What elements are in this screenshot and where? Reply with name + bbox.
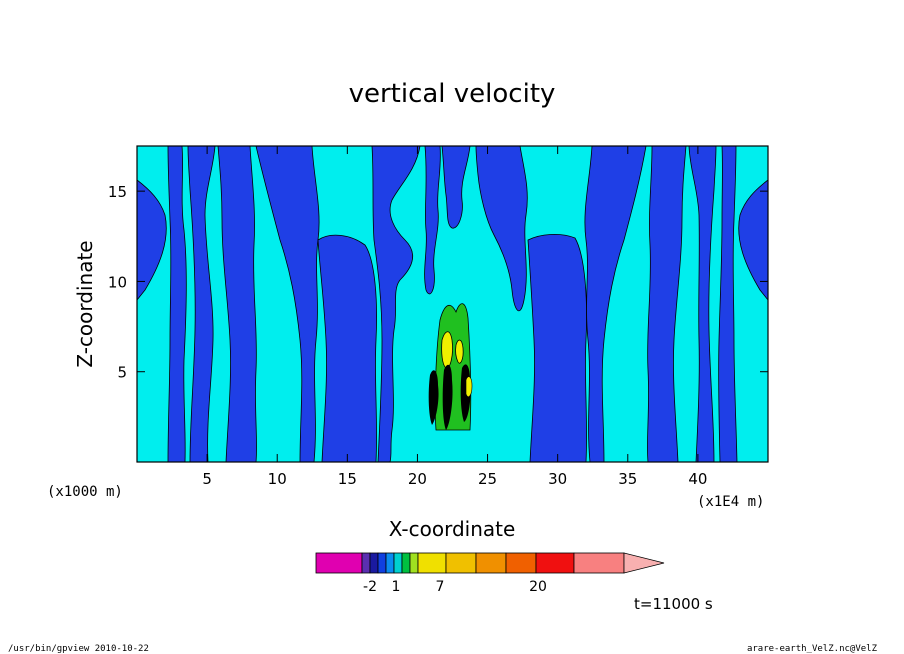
y-tick-label: 10: [108, 273, 127, 291]
x-axis-label: X-coordinate: [389, 517, 516, 541]
colorbar-cell: [401, 552, 411, 574]
colorbar-tick-label: 20: [529, 579, 547, 595]
x-tick-label: 35: [618, 470, 637, 488]
contour-negative: [475, 146, 528, 312]
colorbar-cell: [369, 552, 379, 574]
colorbar-cell: [377, 552, 387, 574]
contour-negative: [137, 179, 167, 301]
contour-negative: [584, 146, 647, 462]
colorbar-tick-label: 1: [392, 579, 401, 595]
contour-negative: [217, 146, 257, 462]
contour-positive-strong: [465, 376, 473, 398]
colorbar: [315, 552, 665, 574]
colorbar-cell: [393, 552, 403, 574]
colorbar-cell: [505, 552, 537, 574]
contour-negative: [688, 146, 717, 462]
y-axis-unit: (x1000 m): [47, 484, 123, 500]
time-label: t=11000 s: [634, 595, 713, 613]
contour-positive-extreme: [442, 364, 453, 430]
footer-right-text: arare-earth_VelZ.nc@VelZ: [747, 644, 878, 654]
contour-negative: [317, 234, 377, 462]
colorbar-cell: [475, 552, 507, 574]
contour-positive-strong: [441, 331, 453, 369]
colorbar-tick-label: 7: [436, 579, 445, 595]
x-tick-label: 10: [268, 470, 287, 488]
colorbar-cell: [385, 552, 395, 574]
colorbar-extend-arrow: [623, 552, 665, 574]
contour-negative: [527, 234, 587, 462]
plot-frame: [136, 145, 769, 463]
x-axis-unit: (x1E4 m): [697, 494, 764, 510]
colorbar-cell: [361, 552, 371, 574]
contour-negative: [441, 146, 471, 229]
contour-negative: [424, 146, 441, 295]
contour-negative: [647, 146, 687, 462]
contour-negative: [718, 146, 738, 462]
colorbar-cell: [417, 552, 447, 574]
contour-negative: [371, 146, 421, 462]
x-tick-label: 20: [408, 470, 427, 488]
contour-positive-extreme: [428, 370, 439, 425]
footer-left-text: /usr/bin/gpview 2010-10-22: [8, 644, 149, 654]
y-tick-label: 15: [108, 183, 127, 201]
contour-negative: [738, 179, 768, 301]
colorbar-cell: [573, 552, 625, 574]
colorbar-labels: -2 1 7 20: [363, 579, 547, 595]
y-tick-label: 5: [117, 364, 127, 382]
y-axis-label: Z-coordinate: [73, 240, 97, 367]
colorbar-tick-label: -2: [363, 579, 377, 595]
contour-field: [137, 146, 768, 462]
x-tick-label: 15: [338, 470, 357, 488]
colorbar-cell: [315, 552, 363, 574]
chart-title: vertical velocity: [349, 79, 556, 109]
x-tick-label: 30: [548, 470, 567, 488]
colorbar-cell: [445, 552, 477, 574]
axis-ticks: 5 10 15 20 25 30 35 40 5 10 15: [108, 146, 768, 488]
colorbar-cell: [535, 552, 575, 574]
colorbar-cell: [409, 552, 419, 574]
contour-positive-strong: [455, 339, 464, 364]
plot-area: 5 10 15 20 25 30 35 40 5 10 15: [108, 145, 769, 488]
x-tick-label: 25: [478, 470, 497, 488]
x-tick-label: 5: [202, 470, 212, 488]
x-tick-label: 40: [688, 470, 707, 488]
